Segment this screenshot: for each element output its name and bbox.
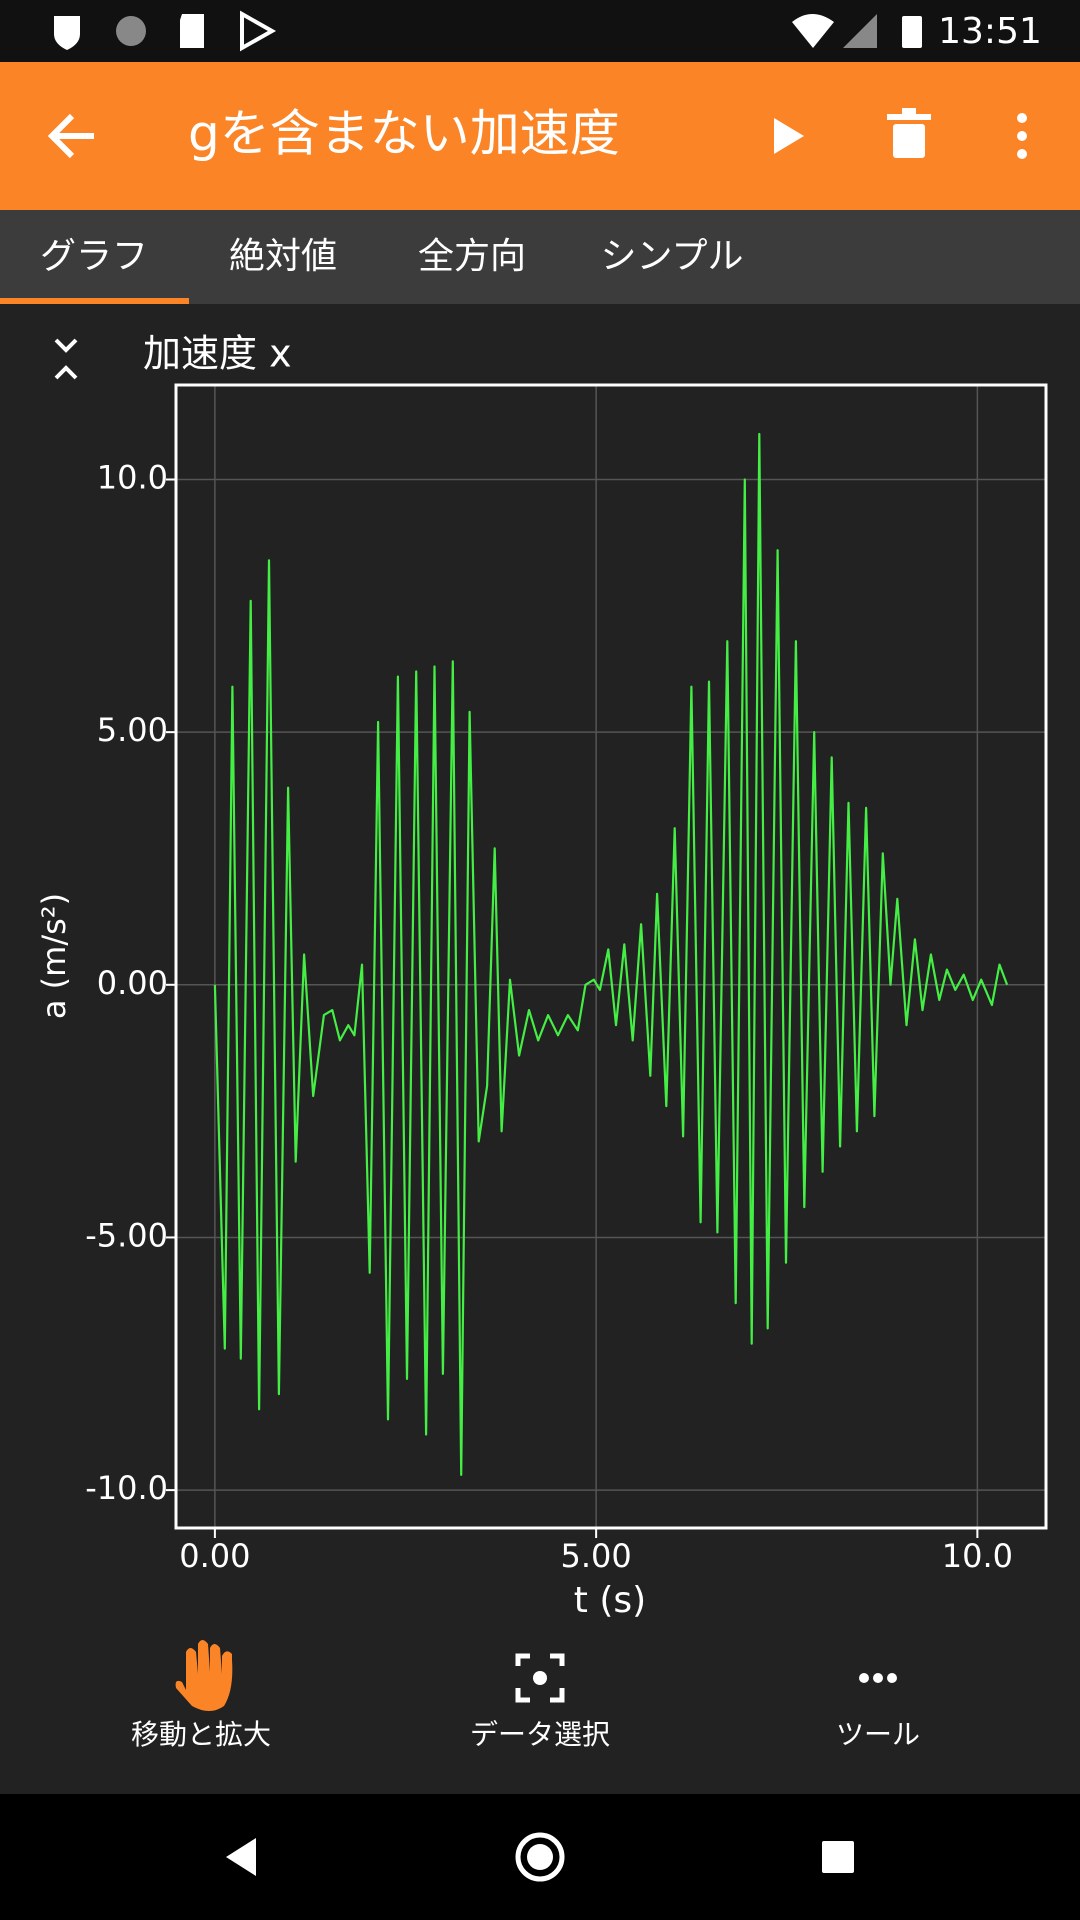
- play-button[interactable]: [774, 118, 804, 154]
- plot: 0.00 5.00 10.0 -10.0 -5.00 0.00 5.00 10.0: [85, 383, 1048, 1575]
- data-select-icon[interactable]: [515, 1653, 565, 1703]
- toolbar-label[interactable]: データ選択: [470, 1718, 610, 1751]
- status-icon: [180, 14, 204, 48]
- toolbar-label[interactable]: ツール: [836, 1718, 920, 1751]
- data-line: [213, 432, 1009, 1476]
- tools-icon[interactable]: [859, 1673, 897, 1683]
- collapse-button[interactable]: [54, 338, 78, 380]
- tab[interactable]: 絶対値: [229, 236, 337, 277]
- plot-frame: [174, 383, 1048, 1530]
- x-tick-label: 10.0: [942, 1537, 1013, 1575]
- x-tick-label: 5.00: [561, 1537, 632, 1575]
- battery-icon: [902, 16, 922, 48]
- y-tick-label: 0.00: [97, 964, 168, 1002]
- tab-bar: [0, 210, 1080, 304]
- app-title: gを含まない加速度: [188, 105, 620, 163]
- x-tick-label: 0.00: [179, 1537, 250, 1575]
- tab[interactable]: 全方向: [418, 236, 526, 277]
- clock: 13:51: [938, 11, 1042, 52]
- signal-icon: [843, 14, 877, 48]
- wifi-icon: [792, 14, 834, 48]
- y-tick-label: -5.00: [85, 1216, 168, 1254]
- nav-back[interactable]: [226, 1838, 256, 1876]
- delete-button[interactable]: [887, 108, 931, 158]
- chart-title: 加速度 x: [143, 332, 292, 376]
- status-icon: [116, 16, 146, 46]
- x-axis-label: t (s): [574, 1580, 646, 1621]
- y-tick-label: -10.0: [85, 1469, 168, 1507]
- nav-recents[interactable]: [822, 1841, 854, 1873]
- toolbar-label[interactable]: 移動と拡大: [131, 1718, 271, 1751]
- tab-indicator: [0, 298, 189, 304]
- y-axis-label: a (m/s²): [35, 893, 73, 1019]
- y-tick-label: 10.0: [97, 458, 168, 496]
- tab[interactable]: シンプル: [601, 236, 744, 277]
- y-tick-label: 5.00: [97, 711, 168, 749]
- back-button[interactable]: [47, 113, 94, 159]
- status-icon: [54, 16, 80, 50]
- menu-button[interactable]: [1017, 113, 1027, 159]
- pan-zoom-icon[interactable]: [175, 1640, 233, 1711]
- nav-home[interactable]: [515, 1832, 565, 1882]
- tab[interactable]: グラフ: [40, 236, 148, 277]
- status-icon: [240, 10, 277, 52]
